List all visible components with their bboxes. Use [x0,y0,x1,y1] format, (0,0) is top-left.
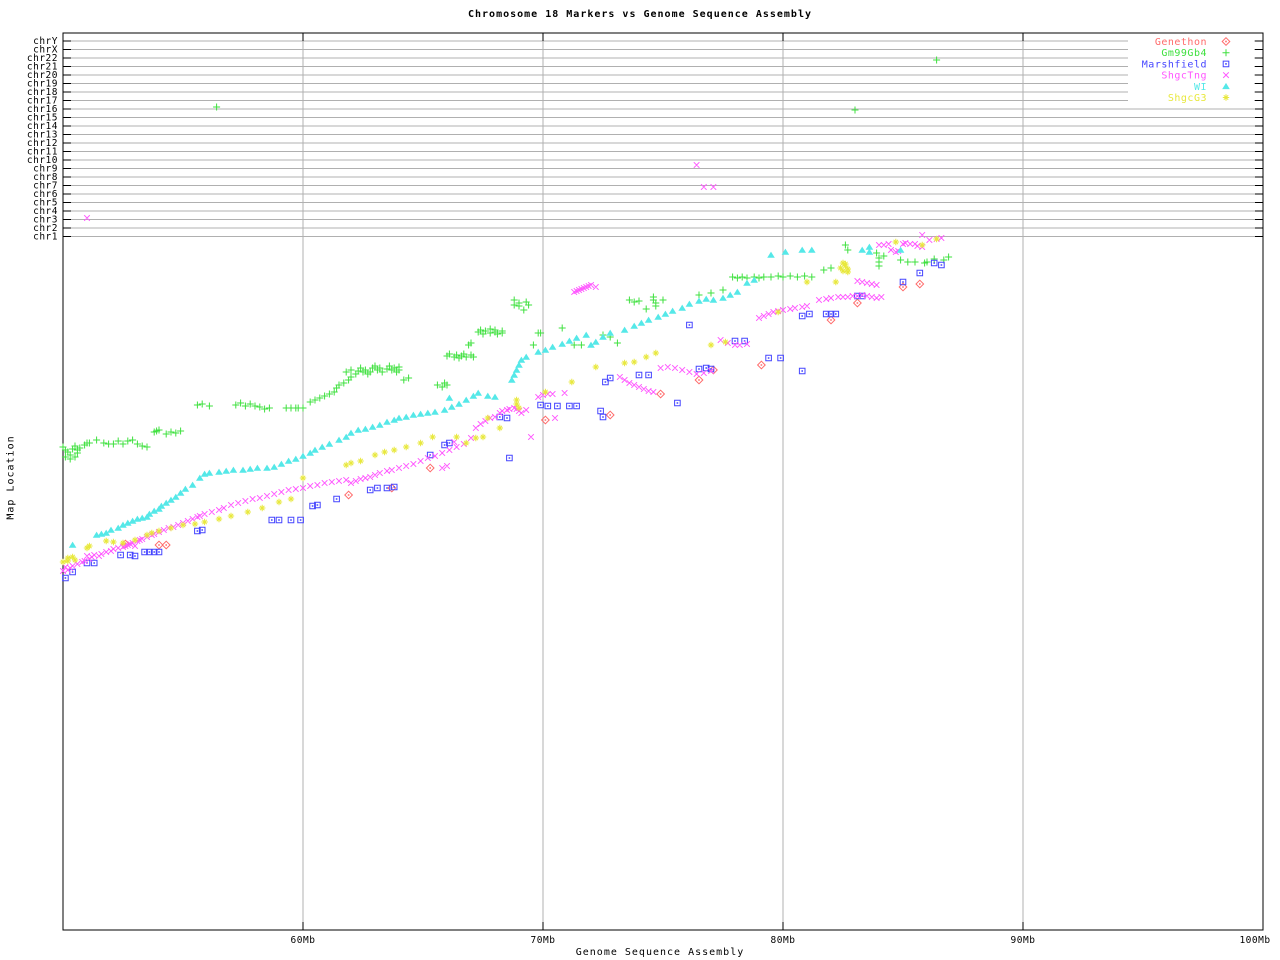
chart-title: Chromosome 18 Markers vs Genome Sequence… [467,9,812,20]
lane-label-chr3: chr3 [33,215,58,226]
lane-label-chr10: chr10 [27,155,58,166]
y-axis-label: Map Location [5,435,17,520]
series-Marshfield-marks [64,262,943,579]
lane-label-chrY: chrY [33,36,58,47]
x-tick-label-60Mb: 60Mb [291,935,316,946]
x-tick-label-100Mb: 100Mb [1239,935,1270,946]
legend-label-WI: WI [1194,82,1207,93]
legend-symbol-Genethon [1221,36,1231,47]
lane-label-chr2: chr2 [33,223,58,234]
lane-label-chr16: chr16 [27,104,58,115]
x-tick-label-90Mb: 90Mb [1011,935,1036,946]
lane-label-chr15: chr15 [27,113,58,124]
lane-label-chr13: chr13 [27,130,58,141]
lane-label-chr7: chr7 [33,181,58,192]
legend-symbol-dot-Genethon [1225,40,1227,43]
legend-label-Gm99Gb4: Gm99Gb4 [1161,48,1207,59]
legend-symbol-Marshfield [1222,60,1230,68]
lane-label-chr14: chr14 [27,121,58,132]
lane-label-chr6: chr6 [33,189,58,200]
lane-label-chr9: chr9 [33,164,58,175]
lane-label-chr20: chr20 [27,70,58,81]
legend-label-Genethon: Genethon [1155,37,1207,48]
lane-label-chrX: chrX [33,45,58,56]
lane-label-chr18: chr18 [27,87,58,98]
lane-label-chr21: chr21 [27,62,58,73]
lane-label-chr11: chr11 [27,147,58,158]
plot-frame [62,32,1264,931]
x-axis-label: Genome Sequence Assembly [575,947,745,958]
series-ShgcG3-points [59,235,940,566]
legend-label-Marshfield: Marshfield [1142,59,1207,70]
legend-symbol-Gm99Gb4 [1222,49,1230,57]
lane-label-chr17: chr17 [27,96,58,107]
lane-label-chr12: chr12 [27,138,58,149]
lane-label-chr1: chr1 [33,232,58,243]
legend-symbol-ShgcTng [1222,71,1230,79]
legend-background [1128,34,1254,105]
legend-symbol-WI [1222,82,1230,90]
series-WI-marks [68,243,905,548]
series-Marshfield-points [62,259,945,582]
legend-symbol-ShgcG3 [1222,94,1230,101]
lane-label-chr8: chr8 [33,172,58,183]
lane-label-chr4: chr4 [33,206,58,217]
lane-label-chr19: chr19 [27,79,58,90]
series-Gm99Gb4-points [59,56,953,463]
x-tick-label-70Mb: 70Mb [531,935,556,946]
lane-label-chr5: chr5 [33,198,58,209]
legend-label-ShgcG3: ShgcG3 [1168,93,1207,104]
series-ShgcTng-points [59,161,945,575]
legend-symbol-dot-Marshfield [1225,63,1227,65]
x-tick-label-80Mb: 80Mb [771,935,796,946]
legend-label-ShgcTng: ShgcTng [1161,71,1207,82]
lane-label-chr22: chr22 [27,53,58,64]
